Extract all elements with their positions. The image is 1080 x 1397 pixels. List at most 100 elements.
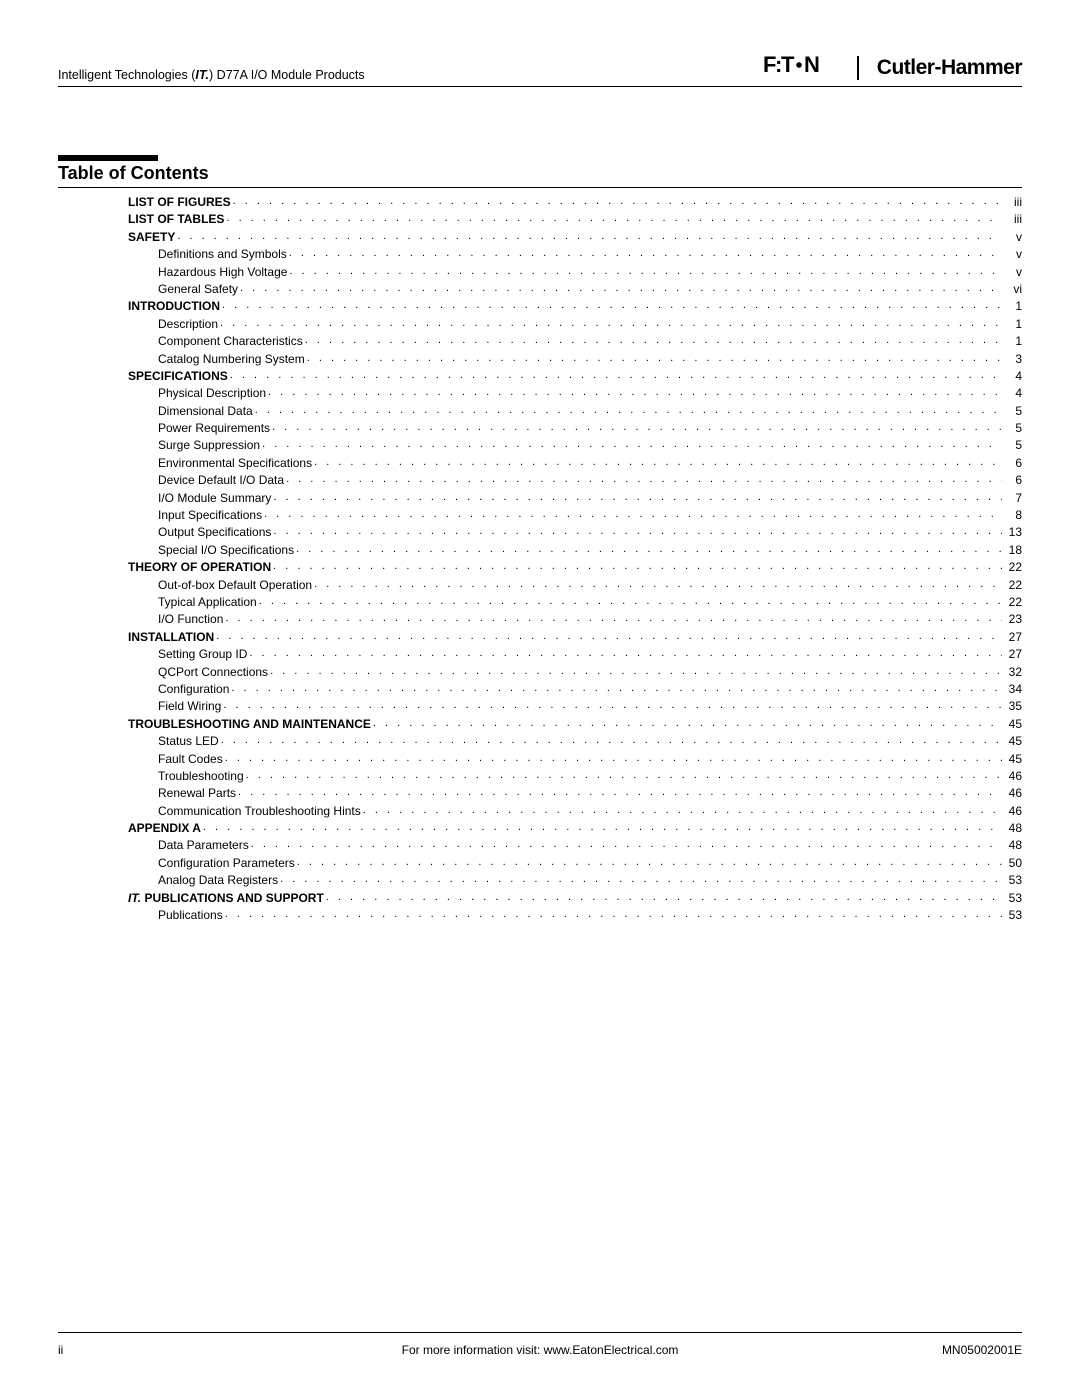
toc-leader-dots	[233, 194, 1002, 206]
toc-entry-page: 45	[1004, 751, 1022, 768]
toc-leader-dots	[280, 872, 1002, 884]
toc-entry-label: Output Specifications	[158, 524, 271, 541]
toc-entry-page: 46	[1004, 768, 1022, 785]
toc-entry-label: INSTALLATION	[128, 629, 214, 646]
toc-leader-dots	[203, 820, 1002, 832]
header-text-it: IT.	[195, 68, 209, 82]
toc-entry: Configuration Parameters 50	[58, 855, 1022, 872]
toc-entry-label: Environmental Specifications	[158, 455, 312, 472]
toc-entry: Input Specifications8	[58, 507, 1022, 524]
toc-entry-page: 5	[1004, 403, 1022, 420]
toc-entry-label: Surge Suppression	[158, 437, 260, 454]
toc-entry: Dimensional Data 5	[58, 403, 1022, 420]
toc-entry-page: 53	[1004, 890, 1022, 907]
toc-entry-label: Power Requirements	[158, 420, 270, 437]
toc-entry-label: Field Wiring	[158, 698, 221, 715]
eaton-logo: F : T N	[763, 54, 839, 82]
svg-text:T: T	[781, 54, 795, 76]
toc-leader-dots	[255, 403, 1002, 415]
toc-entry: Field Wiring 35	[58, 698, 1022, 715]
toc-entry-page: 53	[1004, 907, 1022, 924]
toc-entry-page: v	[1004, 229, 1022, 246]
header-logos: F : T N Cutler-Hammer	[763, 54, 1022, 82]
toc-entry-label: Configuration Parameters	[158, 855, 295, 872]
toc-leader-dots	[221, 733, 1002, 745]
toc-entry-page: 53	[1004, 872, 1022, 889]
toc-entry: INSTALLATION 27	[58, 629, 1022, 646]
toc-leader-dots	[240, 281, 1002, 293]
toc-leader-dots	[216, 629, 1002, 641]
toc-leader-dots	[238, 785, 1002, 797]
toc-leader-dots	[273, 559, 1002, 571]
toc-entry-page: 1	[1004, 298, 1022, 315]
toc-title: Table of Contents	[58, 163, 1022, 188]
toc-entry-page: 22	[1004, 559, 1022, 576]
toc-entry-page: v	[1004, 246, 1022, 263]
toc-leader-dots	[225, 751, 1002, 763]
toc-entry: General Safety vi	[58, 281, 1022, 298]
toc-entry: Power Requirements5	[58, 420, 1022, 437]
toc-entry-page: vi	[1004, 281, 1022, 298]
toc-entry-page: 4	[1004, 385, 1022, 402]
header-text-prefix: Intelligent Technologies (	[58, 68, 195, 82]
svg-text:N: N	[804, 54, 819, 76]
toc-leader-dots	[251, 837, 1002, 849]
toc-leader-dots	[268, 385, 1002, 397]
toc-leader-dots	[222, 298, 1002, 310]
toc-entry-label: Special I/O Specifications	[158, 542, 294, 559]
toc-leader-dots	[225, 611, 1002, 623]
toc-leader-dots	[273, 524, 1002, 536]
toc-entry: LIST OF FIGURESiii	[58, 194, 1022, 211]
toc-entry-page: 6	[1004, 455, 1022, 472]
toc-leader-dots	[223, 698, 1002, 710]
toc-entry-label: Description	[158, 316, 218, 333]
toc-entry-page: 50	[1004, 855, 1022, 872]
toc-entry-label: LIST OF TABLES	[128, 211, 224, 228]
toc-entry-label: Communication Troubleshooting Hints	[158, 803, 361, 820]
toc-leader-dots	[246, 768, 1002, 780]
toc-entry-page: v	[1004, 264, 1022, 281]
toc-entry-label: APPENDIX A	[128, 820, 201, 837]
toc-entry-page: 46	[1004, 785, 1022, 802]
toc-leader-dots	[286, 472, 1002, 484]
toc-leader-dots	[270, 664, 1002, 676]
toc-entry: THEORY OF OPERATION22	[58, 559, 1022, 576]
toc-entry-label: Dimensional Data	[158, 403, 253, 420]
toc-entry-label: SAFETY	[128, 229, 175, 246]
toc-entry-label: Out-of-box Default Operation	[158, 577, 312, 594]
toc-entry-page: 35	[1004, 698, 1022, 715]
toc-leader-dots	[296, 542, 1002, 554]
toc-entry: IT. PUBLICATIONS AND SUPPORT53	[58, 890, 1022, 907]
toc-leader-dots	[297, 855, 1002, 867]
toc-entry-page: 5	[1004, 437, 1022, 454]
toc-leader-dots	[289, 264, 1002, 276]
toc-entry-label: Fault Codes	[158, 751, 223, 768]
toc-entry: Surge Suppression 5	[58, 437, 1022, 454]
toc-entry: Setting Group ID27	[58, 646, 1022, 663]
toc-entry: Component Characteristics1	[58, 333, 1022, 350]
page-header: Intelligent Technologies (IT.) D77A I/O …	[58, 54, 1022, 87]
toc-entry-page: 6	[1004, 472, 1022, 489]
header-text-suffix: ) D77A I/O Module Products	[209, 68, 365, 82]
toc-leader-dots	[363, 803, 1002, 815]
toc-entry-page: 27	[1004, 629, 1022, 646]
toc-entry: Publications53	[58, 907, 1022, 924]
toc-leader-dots	[262, 437, 1002, 449]
toc-entry-page: 8	[1004, 507, 1022, 524]
cutler-hammer-logo: Cutler-Hammer	[877, 56, 1022, 80]
toc-leader-dots	[225, 907, 1002, 919]
toc-leader-dots	[264, 507, 1002, 519]
toc-entry-page: 18	[1004, 542, 1022, 559]
toc-entry-label: General Safety	[158, 281, 238, 298]
toc-entry-page: 1	[1004, 316, 1022, 333]
toc-entry: Physical Description4	[58, 385, 1022, 402]
title-bar-decoration	[58, 155, 158, 161]
toc-entry-label: TROUBLESHOOTING AND MAINTENANCE	[128, 716, 371, 733]
toc-entry-page: 45	[1004, 733, 1022, 750]
toc-entry: SAFETY v	[58, 229, 1022, 246]
toc-entry-page: 13	[1004, 524, 1022, 541]
footer-info-text: For more information visit: www.EatonEle…	[58, 1343, 1022, 1357]
toc-entry-page: iii	[1004, 194, 1022, 211]
toc-entry: Communication Troubleshooting Hints46	[58, 803, 1022, 820]
toc-leader-dots	[249, 646, 1002, 658]
